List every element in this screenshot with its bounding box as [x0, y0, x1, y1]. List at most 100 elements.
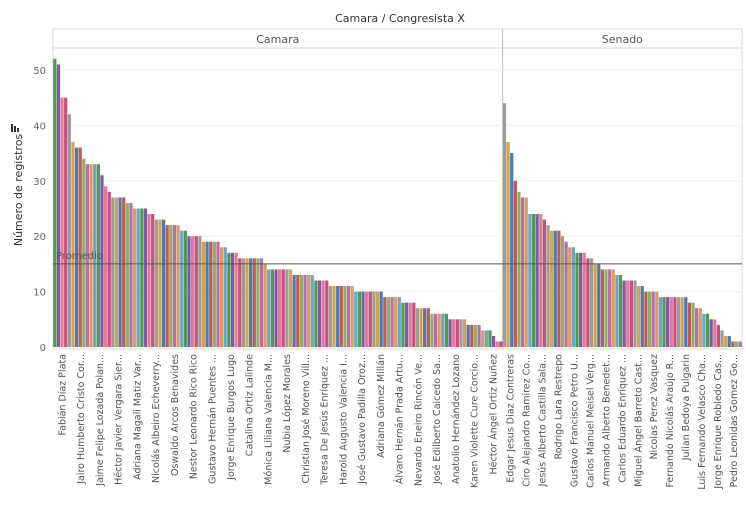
bar[interactable]	[267, 269, 271, 347]
bar[interactable]	[477, 324, 481, 347]
bar[interactable]	[528, 214, 532, 347]
bar[interactable]	[143, 208, 148, 348]
bar[interactable]	[702, 313, 706, 347]
bar[interactable]	[629, 280, 634, 347]
bar[interactable]	[571, 247, 575, 347]
y-axis-sort-icon[interactable]	[11, 124, 19, 132]
bar[interactable]	[539, 214, 543, 347]
bar[interactable]	[212, 241, 216, 347]
bar[interactable]	[307, 274, 311, 347]
bar[interactable]	[89, 164, 93, 347]
bar[interactable]	[415, 308, 420, 347]
bar[interactable]	[586, 258, 590, 347]
bar[interactable]	[568, 247, 572, 347]
bar[interactable]	[462, 319, 467, 347]
bar[interactable]	[198, 236, 202, 347]
bar[interactable]	[423, 308, 427, 347]
bar[interactable]	[716, 324, 721, 347]
bar[interactable]	[183, 230, 187, 347]
bar[interactable]	[535, 214, 539, 347]
bar[interactable]	[132, 208, 137, 348]
bar[interactable]	[684, 297, 688, 347]
bar[interactable]	[426, 308, 430, 347]
bar[interactable]	[201, 241, 206, 347]
bar[interactable]	[611, 269, 615, 347]
bar[interactable]	[470, 324, 474, 347]
bar[interactable]	[637, 286, 641, 347]
bar[interactable]	[321, 280, 325, 347]
bar[interactable]	[372, 291, 376, 347]
bar[interactable]	[560, 236, 565, 347]
bar[interactable]	[96, 164, 100, 347]
bar[interactable]	[375, 291, 380, 347]
bar[interactable]	[673, 297, 677, 347]
bar[interactable]	[615, 274, 619, 347]
bar[interactable]	[209, 241, 213, 347]
bar[interactable]	[161, 219, 166, 347]
bar[interactable]	[430, 313, 434, 347]
bar[interactable]	[357, 291, 362, 347]
bar[interactable]	[216, 241, 220, 347]
bar[interactable]	[383, 297, 387, 347]
bar[interactable]	[448, 319, 452, 347]
bar[interactable]	[118, 197, 122, 347]
bar[interactable]	[394, 297, 398, 347]
bar[interactable]	[531, 214, 536, 347]
bar[interactable]	[655, 291, 659, 347]
bar[interactable]	[238, 258, 242, 347]
bar[interactable]	[365, 291, 369, 347]
bar[interactable]	[441, 313, 445, 347]
bar[interactable]	[404, 302, 409, 347]
bar[interactable]	[575, 252, 579, 347]
bar[interactable]	[510, 153, 514, 347]
bar[interactable]	[491, 335, 496, 347]
bar[interactable]	[249, 258, 253, 347]
bar[interactable]	[368, 291, 372, 347]
bar[interactable]	[437, 313, 441, 347]
bar[interactable]	[154, 219, 158, 347]
bar[interactable]	[350, 286, 354, 347]
bar[interactable]	[343, 286, 347, 347]
bar[interactable]	[151, 214, 155, 347]
bar[interactable]	[666, 297, 670, 347]
bar[interactable]	[125, 202, 129, 347]
bar[interactable]	[433, 313, 438, 347]
bar[interactable]	[597, 263, 601, 347]
bar[interactable]	[738, 341, 742, 347]
bar[interactable]	[517, 191, 521, 347]
bar[interactable]	[180, 230, 184, 347]
bar[interactable]	[328, 286, 333, 347]
bar[interactable]	[633, 280, 637, 347]
bar[interactable]	[100, 175, 104, 347]
bar[interactable]	[114, 197, 119, 347]
bar[interactable]	[680, 297, 684, 347]
bar[interactable]	[669, 297, 673, 347]
bar[interactable]	[158, 219, 162, 347]
bar[interactable]	[495, 341, 499, 347]
bar[interactable]	[695, 308, 699, 347]
bar[interactable]	[640, 286, 644, 347]
bar[interactable]	[140, 208, 144, 348]
bar[interactable]	[176, 225, 180, 347]
bar[interactable]	[191, 236, 195, 347]
bar[interactable]	[452, 319, 456, 347]
bar[interactable]	[412, 302, 416, 347]
bar[interactable]	[85, 164, 90, 347]
bar[interactable]	[107, 191, 111, 347]
bar[interactable]	[263, 263, 267, 347]
bar[interactable]	[172, 225, 177, 347]
bar[interactable]	[379, 291, 383, 347]
bar[interactable]	[194, 236, 198, 347]
bar[interactable]	[579, 252, 583, 347]
bar[interactable]	[608, 269, 612, 347]
bar[interactable]	[582, 252, 586, 347]
bar[interactable]	[285, 269, 289, 347]
bar[interactable]	[278, 269, 282, 347]
bar[interactable]	[390, 297, 394, 347]
bar[interactable]	[270, 269, 275, 347]
bar[interactable]	[698, 308, 702, 347]
bar[interactable]	[245, 258, 249, 347]
bar[interactable]	[550, 230, 554, 347]
bar[interactable]	[484, 330, 488, 347]
bar[interactable]	[713, 319, 717, 347]
